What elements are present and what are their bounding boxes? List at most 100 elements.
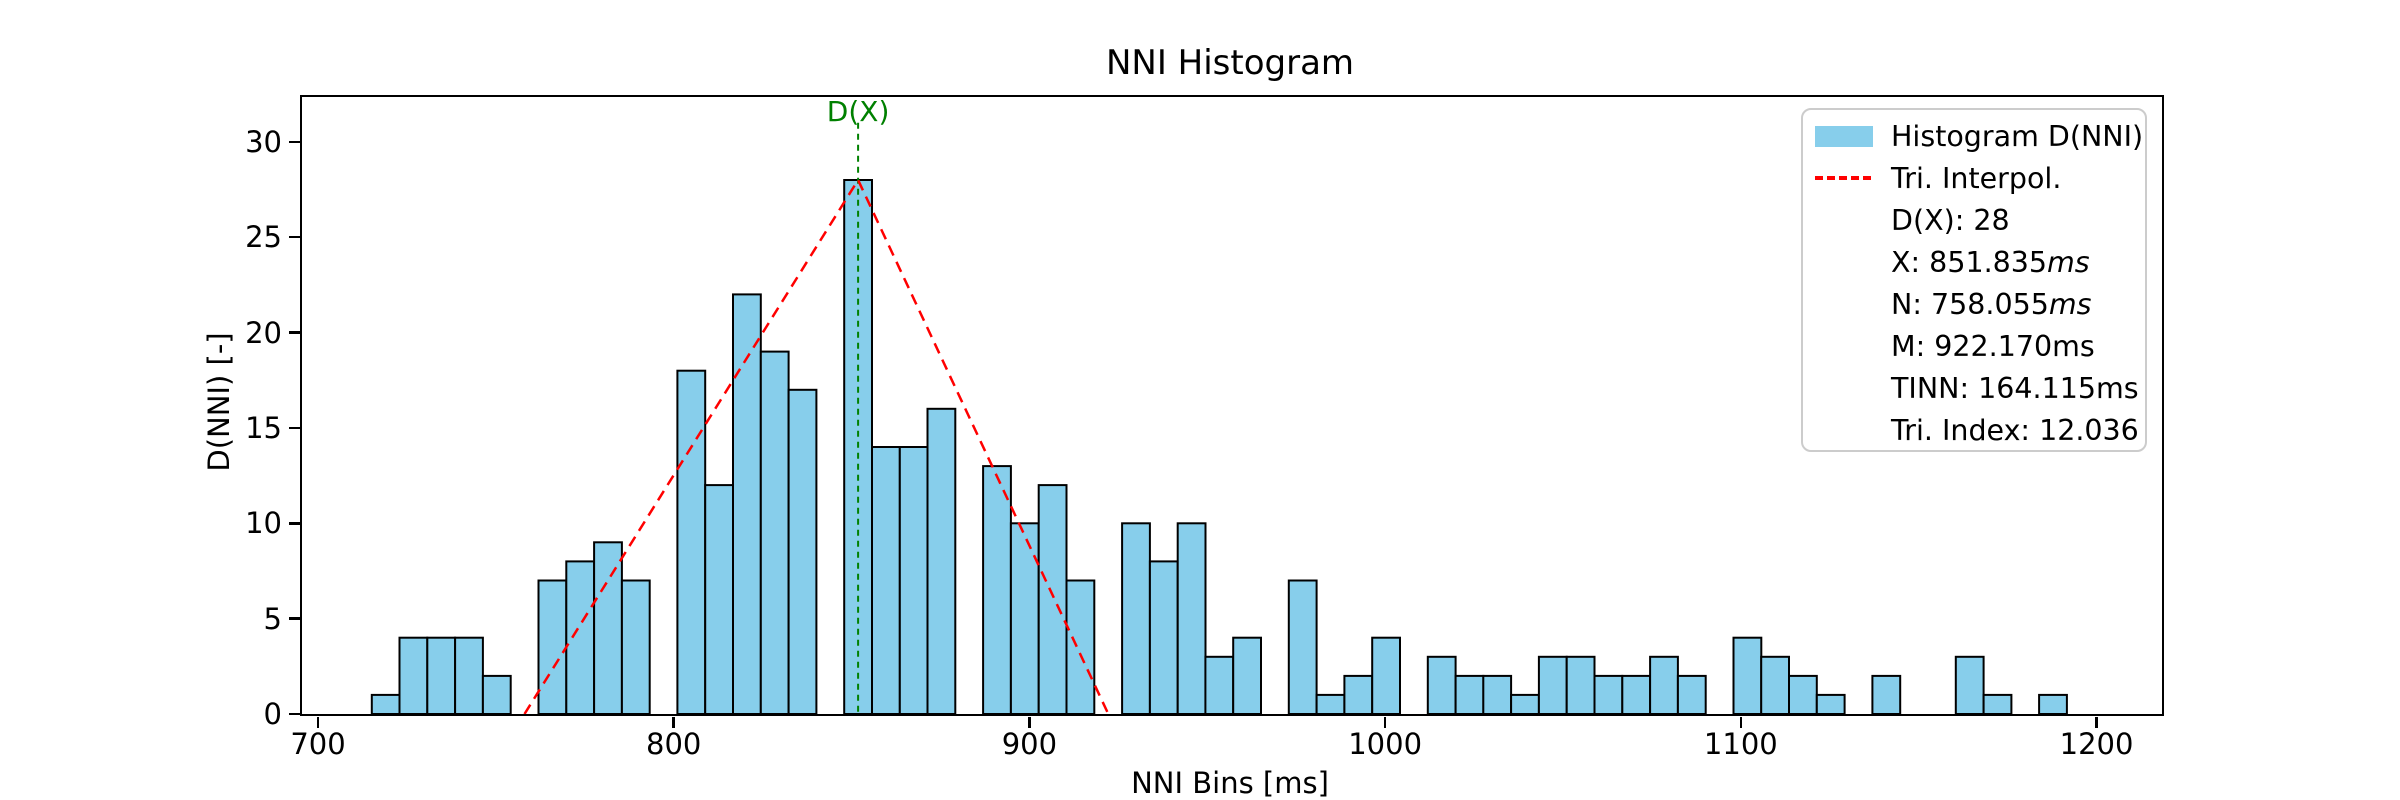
histogram-bar	[1593, 674, 1624, 714]
histogram-bar	[537, 579, 568, 714]
y-tick-mark	[288, 331, 300, 334]
histogram-bar	[1565, 655, 1596, 714]
legend-swatch-tri-interpol	[1815, 176, 1873, 180]
y-tick-mark	[288, 235, 300, 239]
y-tick-mark	[288, 712, 300, 716]
legend-label-x: X: 851.835ms	[1891, 245, 2090, 279]
legend-item-histogram: Histogram D(NNI)	[1803, 115, 2145, 157]
histogram-bar	[1788, 674, 1818, 714]
histogram-bar	[1371, 636, 1401, 714]
x-tick-label: 700	[290, 727, 346, 761]
y-tick-label: 0	[263, 697, 282, 731]
histogram-bar	[898, 446, 929, 714]
histogram-bar	[1037, 484, 1068, 714]
histogram-bar	[704, 484, 735, 714]
histogram-bar	[1510, 693, 1540, 714]
y-axis-label: D(NNI) [-]	[202, 332, 236, 472]
histogram-bar	[1649, 655, 1679, 714]
y-tick-mark	[288, 140, 300, 144]
histogram-bar	[1009, 522, 1040, 714]
legend-label-histogram: Histogram D(NNI)	[1891, 119, 2144, 153]
histogram-bar	[620, 579, 651, 714]
y-tick-label: 10	[245, 506, 282, 541]
legend-item-m: M: 922.170ms	[1803, 325, 2145, 367]
histogram-bar	[370, 693, 401, 714]
legend-item-tri-interpol: Tri. Interpol.	[1803, 157, 2145, 199]
histogram-bar	[1343, 674, 1374, 714]
histogram-bar	[593, 541, 623, 714]
x-tick-mark	[1383, 717, 1387, 728]
y-tick-label: 30	[245, 124, 282, 159]
histogram-bar	[1676, 674, 1707, 714]
y-tick-mark	[288, 426, 300, 430]
legend-item-tri-index: Tri. Index: 12.036	[1803, 409, 2145, 451]
histogram-bar	[1287, 579, 1318, 714]
legend-label-dx: D(X): 28	[1891, 203, 2010, 237]
histogram-bar	[1621, 674, 1652, 714]
histogram-bar	[732, 293, 762, 714]
histogram-bar	[1815, 693, 1846, 714]
histogram-bar	[1065, 579, 1096, 714]
histogram-bar	[2038, 693, 2068, 714]
x-tick-mark	[316, 717, 320, 728]
histogram-bar	[1121, 522, 1151, 714]
histogram-bar	[1732, 636, 1763, 714]
histogram-bar	[1982, 693, 2013, 714]
histogram-bar	[787, 388, 818, 714]
legend-label-tinn: TINN: 164.115ms	[1891, 371, 2139, 405]
histogram-bar	[1176, 522, 1207, 714]
x-tick-mark	[2095, 717, 2098, 728]
histogram-bar	[759, 350, 790, 714]
x-tick-mark	[672, 717, 675, 728]
legend-swatch-histogram	[1815, 125, 1873, 147]
x-tick-label: 1000	[1348, 727, 1423, 761]
histogram-bar	[1871, 674, 1902, 714]
legend-label-tri-interpol: Tri. Interpol.	[1891, 161, 2062, 195]
histogram-bar	[454, 636, 484, 714]
x-tick-label: 800	[646, 727, 702, 761]
x-tick-mark	[1028, 717, 1031, 728]
x-axis-label: NNI Bins [ms]	[1131, 766, 1329, 800]
histogram-bar	[871, 446, 901, 714]
dx-annotation-label: D(X)	[826, 95, 890, 128]
chart-title: NNI Histogram	[1105, 43, 1355, 83]
histogram-bar	[1232, 636, 1263, 714]
histogram-bar	[1426, 655, 1457, 714]
histogram-bar	[1204, 655, 1235, 714]
histogram-bar	[481, 674, 512, 714]
histogram-bar	[426, 636, 457, 714]
histogram-bar	[398, 636, 429, 714]
legend-label-tri-index: Tri. Index: 12.036	[1891, 413, 2139, 447]
histogram-bar	[926, 407, 957, 714]
histogram-bar	[676, 369, 707, 714]
legend-label-m: M: 922.170ms	[1891, 329, 2095, 363]
y-tick-label: 15	[245, 410, 282, 445]
x-tick-mark	[1739, 717, 1743, 728]
legend-item-tinn: TINN: 164.115ms	[1803, 367, 2145, 409]
y-tick-mark	[288, 522, 300, 525]
legend-item-n: N: 758.055ms	[1803, 283, 2145, 325]
x-tick-label: 1100	[1703, 727, 1778, 761]
y-tick-mark	[288, 617, 300, 620]
histogram-bar	[982, 465, 1012, 714]
histogram-bar	[1760, 655, 1790, 714]
histogram-bar	[1954, 655, 1985, 714]
histogram-bar	[565, 560, 596, 714]
y-tick-label: 20	[245, 315, 282, 350]
histogram-bar	[1482, 674, 1513, 714]
histogram-bar	[1454, 674, 1485, 714]
legend-item-x: X: 851.835ms	[1803, 241, 2145, 283]
legend-box: Histogram D(NNI) Tri. Interpol. D(X): 28…	[1801, 108, 2147, 452]
y-tick-label: 25	[245, 220, 282, 255]
plot-area: D(X) 700 800 900 1000 1100 1200 0 5 10 15 20 25 30	[245, 95, 2164, 761]
histogram-bar	[1148, 560, 1179, 714]
legend-item-dx: D(X): 28	[1803, 199, 2145, 241]
y-tick-label: 5	[263, 601, 282, 636]
x-tick-label: 1200	[2059, 727, 2134, 761]
plot-canvas	[370, 122, 2068, 714]
x-tick-label: 900	[1001, 727, 1058, 761]
histogram-bar	[1537, 655, 1568, 714]
legend-label-n: N: 758.055ms	[1891, 287, 2092, 321]
histogram-bar	[1315, 693, 1346, 714]
